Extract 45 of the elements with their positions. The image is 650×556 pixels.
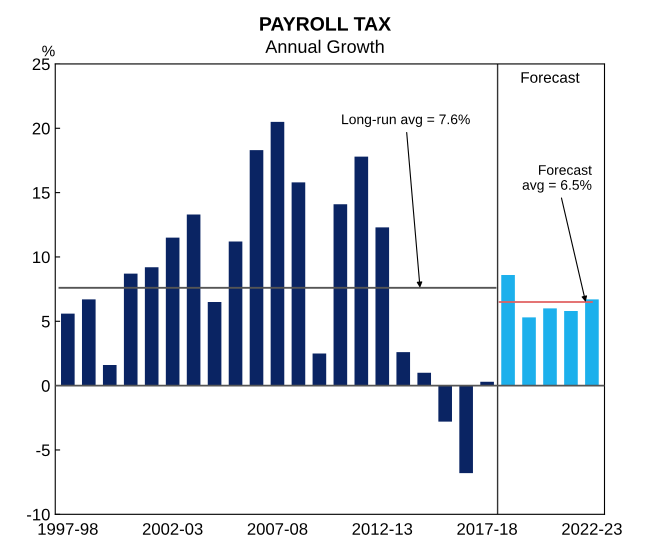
bar xyxy=(585,299,599,386)
x-tick-label: 2012-13 xyxy=(352,523,412,535)
y-tick-label: 25 xyxy=(32,58,50,70)
bar xyxy=(375,227,390,386)
chart-title: PAYROLL TAX xyxy=(260,17,391,31)
bar xyxy=(270,122,284,386)
bar xyxy=(208,302,222,386)
bar xyxy=(564,310,578,386)
bar xyxy=(312,353,326,386)
ref-line-label: Long-run avg = 7.6% xyxy=(342,114,470,127)
chart-subtitle: Annual Growth xyxy=(265,40,384,53)
x-tick-label: 2007-08 xyxy=(248,523,308,535)
bar xyxy=(438,386,452,422)
bar xyxy=(417,372,432,386)
y-axis-title: % xyxy=(42,46,55,56)
bar xyxy=(396,352,410,386)
x-tick-label: 2002-03 xyxy=(142,523,202,535)
bar xyxy=(186,214,200,386)
y-tick-label: 0 xyxy=(42,380,50,392)
bar xyxy=(501,274,515,386)
annotation: Forecast xyxy=(522,72,580,83)
bar xyxy=(166,238,180,386)
bar xyxy=(334,204,348,386)
y-tick-label: 5 xyxy=(42,316,50,328)
x-tick-label: 1997-98 xyxy=(38,523,98,535)
bar xyxy=(61,314,75,386)
bar xyxy=(228,242,242,386)
bar xyxy=(124,274,138,386)
y-tick-label: 20 xyxy=(32,122,50,134)
y-tick-label: -5 xyxy=(36,444,50,456)
bar xyxy=(250,150,264,386)
bar xyxy=(82,299,96,386)
bar xyxy=(144,267,158,386)
y-tick-label: 15 xyxy=(33,187,50,199)
bar xyxy=(543,308,557,386)
bar xyxy=(102,365,117,386)
bar xyxy=(459,386,473,474)
x-tick-label: 2022-23 xyxy=(562,523,622,535)
bar xyxy=(522,317,536,386)
bar xyxy=(354,156,368,386)
ref-line-label: Forecast avg = 6.5% xyxy=(522,165,592,193)
bar xyxy=(292,182,306,386)
x-tick-label: 2017-18 xyxy=(457,523,517,535)
y-tick-label: -10 xyxy=(27,508,50,521)
y-tick-label: 10 xyxy=(33,251,50,264)
